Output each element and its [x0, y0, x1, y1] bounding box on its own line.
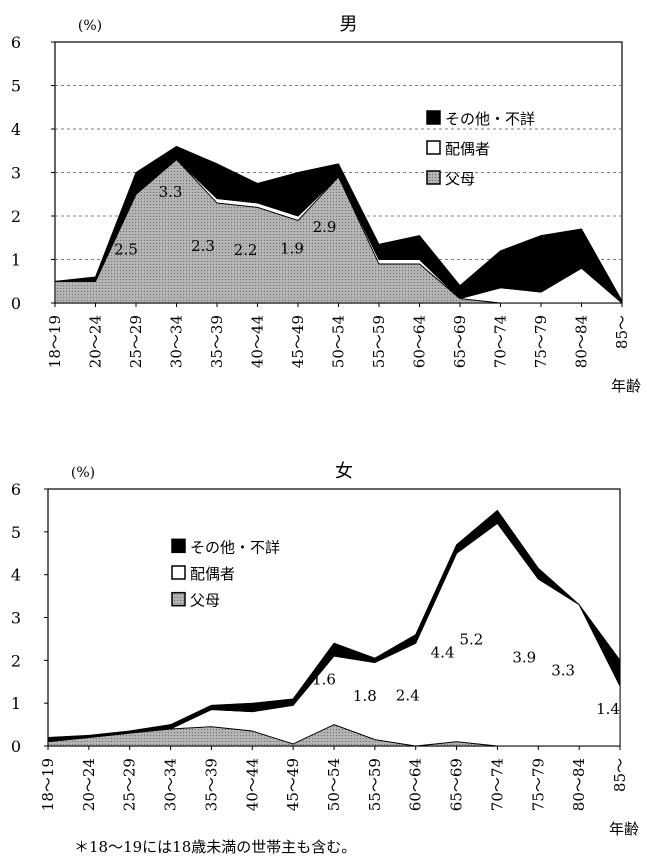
female-xtick-label: 65～69: [448, 758, 466, 811]
male-xtick-label: 60～64: [411, 315, 429, 368]
male-panel-title: 男: [340, 14, 358, 35]
male-legend-swatch: [426, 140, 441, 155]
female-data-label: 3.3: [551, 661, 575, 679]
male-xtick-label: 30～34: [168, 315, 186, 368]
female-legend-label: その他・不詳: [190, 538, 280, 556]
female-xtick-label: 55～59: [366, 758, 384, 811]
female-unit-label: (%): [71, 465, 95, 481]
male-xtick-label: 20～24: [87, 315, 105, 368]
female-data-label: 1.4: [596, 700, 620, 718]
male-xtick-label: 18～19: [46, 315, 64, 368]
female-data-label: 4.4: [431, 643, 455, 661]
female-xtick-label: 20～24: [80, 758, 98, 811]
female-data-label: 3.9: [512, 648, 536, 666]
female-xtick-label: 50～54: [325, 758, 343, 811]
female-legend-swatch: [171, 538, 186, 554]
female-xtick-label: 70～74: [488, 758, 506, 811]
female-data-label: 1.8: [353, 687, 377, 705]
male-xaxis-title: 年齢: [611, 377, 641, 395]
male-data-label: 2.9: [313, 218, 337, 236]
female-ytick-label: 1: [11, 694, 21, 713]
male-xtick-label: 40～44: [249, 315, 267, 368]
male-legend-label: 父母: [445, 170, 475, 188]
male-xtick-label: 35～39: [208, 315, 226, 368]
female-xtick-label: 45～49: [284, 758, 302, 811]
female-panel-title: 女: [335, 461, 353, 482]
female-legend-swatch: [171, 591, 186, 607]
female-legend-label: 配偶者: [190, 565, 235, 583]
male-data-label: 2.5: [114, 241, 138, 259]
female-xtick-label: 35～39: [202, 758, 220, 811]
female-xtick-label: 80～84: [570, 758, 588, 811]
male-area-その他・不詳: [54, 145, 623, 304]
male-ytick-label: 5: [11, 77, 21, 96]
female-ytick-label: 5: [11, 523, 21, 542]
female-xaxis-title: 年齢: [609, 820, 639, 838]
male-ytick-label: 6: [11, 33, 21, 52]
male-xtick-label: 45～49: [289, 315, 307, 368]
male-ytick-label: 1: [11, 251, 21, 270]
male-ytick-label: 4: [11, 120, 21, 139]
male-xtick-label: 50～54: [330, 315, 348, 368]
female-legend-label: 父母: [190, 592, 220, 610]
female-ytick-label: 0: [11, 737, 21, 756]
female-xtick-label: 30～34: [162, 758, 180, 811]
male-xtick-label: 70～74: [492, 315, 510, 368]
footnote: ＊18～19には18歳未満の世帯主も含む。: [74, 838, 356, 856]
female-legend-swatch: [171, 565, 186, 580]
male-data-label: 2.2: [234, 241, 258, 259]
male-xtick-label: 75～79: [532, 315, 550, 368]
male-legend-swatch: [426, 170, 441, 185]
female-ytick-label: 2: [11, 651, 21, 670]
male-legend-swatch: [426, 110, 441, 125]
female-chart: 0 1 2 3 4 5 6 18～19 20～24 25～29 30～34 35～39 40～44 45～…: [11, 461, 639, 838]
male-xtick-label: 65～69: [451, 315, 469, 368]
female-area-その他・不詳: [47, 509, 621, 743]
male-xtick-label: 25～29: [127, 315, 145, 368]
female-ytick-label: 6: [11, 480, 21, 499]
male-data-label: 2.3: [191, 237, 215, 255]
male-ytick-label: 2: [11, 207, 21, 226]
female-ytick-label: 4: [11, 566, 21, 585]
female-xtick-label: 18～19: [39, 758, 57, 811]
female-ytick-label: 3: [11, 609, 21, 628]
male-legend-label: その他・不詳: [445, 110, 535, 128]
female-data-label: 1.6: [312, 670, 336, 688]
male-ytick-label: 0: [11, 294, 21, 313]
male-xtick-label: 80～84: [573, 315, 591, 368]
male-chart: 0 1 2 3 4 5 6 18～19 20～24 25～29 30～34 35～39 40～44 45～…: [11, 14, 641, 395]
female-xtick-label: 25～29: [121, 758, 139, 811]
female-xtick-label: 40～44: [243, 758, 261, 811]
male-data-label: 1.9: [280, 240, 304, 258]
male-ytick-label: 3: [11, 164, 21, 183]
female-xtick-label: 75～79: [529, 758, 547, 811]
male-xtick-label: 55～59: [370, 315, 388, 368]
male-data-label: 3.3: [159, 183, 183, 201]
male-unit-label: (%): [78, 18, 102, 34]
male-xtick-label: 85～: [613, 315, 631, 349]
female-area-配偶者: [47, 522, 621, 747]
female-xtick-label: 85～: [611, 758, 629, 792]
male-legend-label: 配偶者: [445, 140, 490, 158]
female-data-label: 5.2: [459, 631, 483, 649]
female-data-label: 2.4: [396, 687, 420, 705]
female-xtick-label: 60～64: [407, 758, 425, 811]
